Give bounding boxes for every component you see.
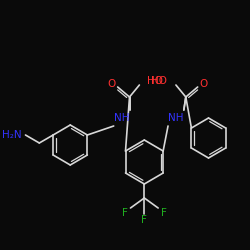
Text: NH: NH (168, 113, 184, 123)
Text: O: O (200, 79, 208, 89)
Text: HO: HO (147, 76, 163, 86)
Text: O: O (108, 79, 116, 89)
Text: HO: HO (151, 76, 167, 86)
Text: F: F (122, 208, 128, 218)
Text: F: F (142, 215, 147, 225)
Text: H₂N: H₂N (2, 130, 21, 140)
Text: NH: NH (114, 113, 129, 123)
Text: F: F (161, 208, 167, 218)
